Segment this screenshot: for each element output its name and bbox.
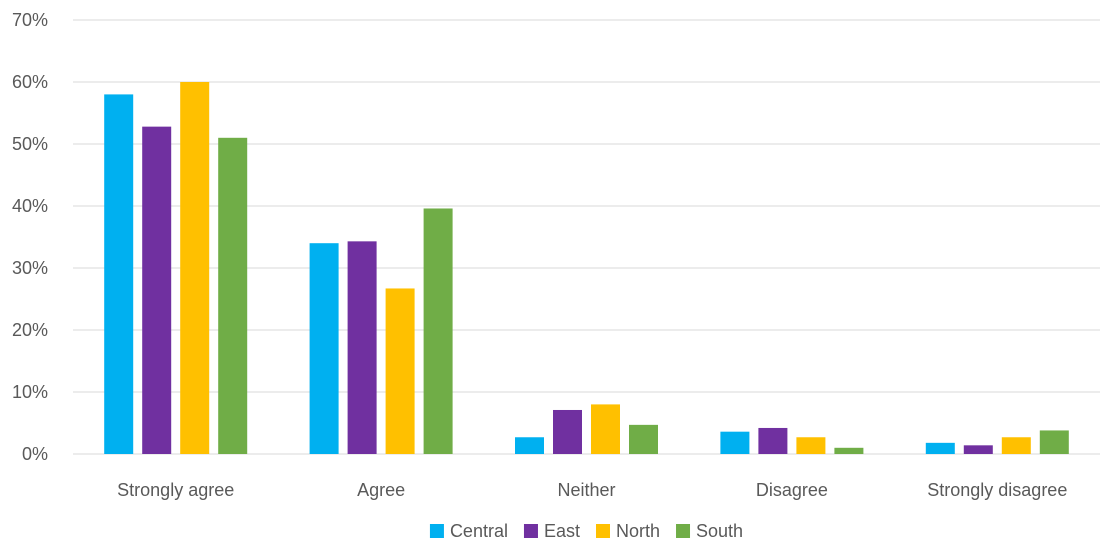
bar-east-agree (347, 241, 377, 454)
bar-east-strongly-disagree (963, 445, 993, 454)
legend-label: South (696, 521, 743, 541)
legend-label: Central (450, 521, 508, 541)
y-tick-label: 20% (12, 320, 48, 340)
bar-east-disagree (758, 427, 788, 454)
legend-swatch (676, 524, 691, 538)
x-category-label: Disagree (756, 480, 828, 500)
bar-east-strongly-agree (142, 126, 172, 454)
bar-north-neither (591, 404, 620, 454)
bar-central-neither (515, 437, 544, 454)
x-category-label: Neither (557, 480, 615, 500)
legend-swatch (429, 524, 444, 538)
legend-item-south: South (676, 521, 743, 541)
bar-north-agree (385, 288, 415, 454)
bar-south-strongly-agree (218, 137, 248, 455)
legend-swatch (523, 524, 538, 538)
legend-item-central: Central (429, 521, 508, 541)
bar-north-strongly-disagree (1001, 437, 1031, 454)
y-tick-label: 10% (12, 382, 48, 402)
y-tick-label: 30% (12, 258, 48, 278)
bar-south-neither (629, 424, 658, 454)
legend-label: East (544, 521, 580, 541)
legend-swatch (596, 524, 610, 538)
y-tick-label: 50% (12, 134, 48, 154)
bar-south-agree (423, 208, 453, 454)
bar-central-strongly-disagree (925, 442, 955, 454)
y-tick-label: 70% (12, 10, 48, 30)
bars (104, 82, 1069, 455)
legend-item-east: East (523, 521, 580, 541)
bar-east-neither (553, 409, 582, 454)
x-category-label: Strongly disagree (927, 480, 1067, 500)
y-tick-label: 0% (22, 444, 48, 464)
bar-north-strongly-agree (180, 82, 210, 454)
bar-south-strongly-disagree (1039, 430, 1069, 454)
bar-south-disagree (834, 447, 864, 454)
legend-item-north: North (596, 521, 660, 541)
legend-label: North (616, 521, 660, 541)
x-category-label: Strongly agree (117, 480, 234, 500)
bar-north-disagree (796, 437, 826, 454)
y-tick-label: 40% (12, 196, 48, 216)
x-category-label: Agree (357, 480, 405, 500)
y-axis-tick-labels: 0% 10% 20% 30% 40% 50% 60% 70% (12, 10, 48, 464)
bar-central-disagree (720, 431, 750, 454)
x-axis-category-labels: Strongly agree Agree Neither Disagree Strong… (117, 480, 1067, 500)
legend: Central East North South (429, 521, 743, 541)
bar-central-strongly-agree (104, 94, 134, 455)
y-tick-label: 60% (12, 72, 48, 92)
bar-central-agree (309, 243, 339, 454)
